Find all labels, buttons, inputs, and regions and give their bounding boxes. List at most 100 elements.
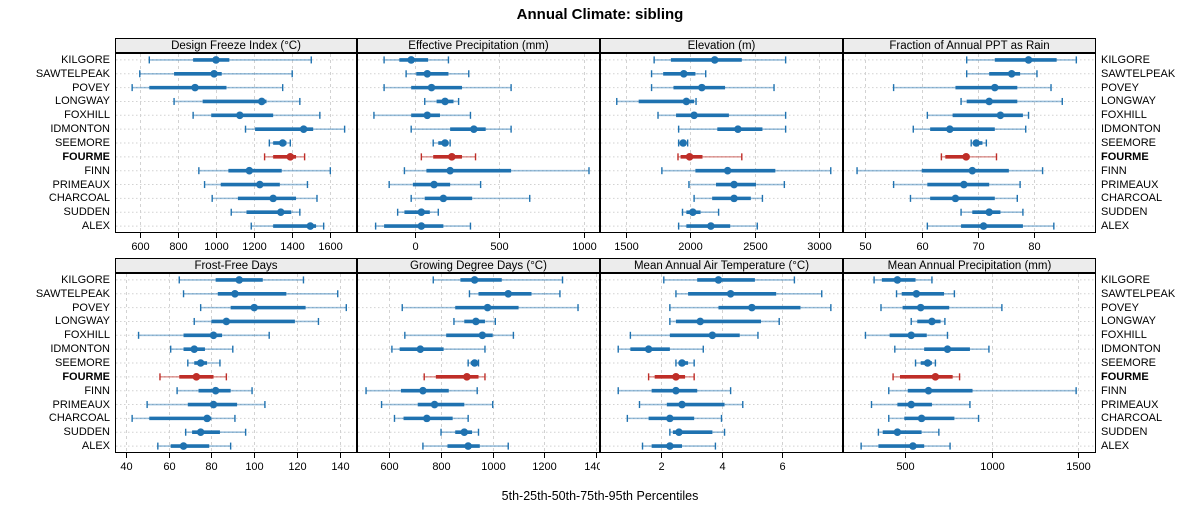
x-tick-label: 60 (163, 461, 175, 473)
series-sudden (230, 208, 301, 217)
x-tick-label: 140 (331, 461, 349, 473)
series-povey (401, 303, 579, 312)
series-charcoal (211, 194, 318, 203)
site-label-povey: POVEY (72, 81, 110, 94)
series-povey (880, 303, 1003, 312)
series-sawtelpeak (895, 289, 956, 298)
series-charcoal (626, 414, 723, 423)
series-sawtelpeak (650, 69, 707, 78)
site-label-seemore: SEEMORE (54, 357, 110, 369)
site-label-povey: POVEY (1101, 81, 1139, 94)
x-tick-label: 600 (380, 461, 398, 473)
series-kilgore (178, 276, 305, 284)
x-axis-title: 5th-25th-50th-75th-95th Percentiles (501, 489, 699, 503)
site-label-longway: LONGWAY (1101, 315, 1157, 328)
series-idmonton (244, 125, 346, 133)
site-label-idmonton: IDMONTON (50, 343, 110, 356)
x-tick-label: 1200 (532, 461, 556, 473)
series-finn (888, 386, 1077, 395)
series-fourme (423, 373, 486, 381)
series-idmonton (391, 345, 486, 353)
site-label-charcoal: CHARCOAL (48, 412, 110, 425)
site-label-sawtelpeak: SAWTELPEAK (1101, 287, 1176, 300)
series-fourme (420, 153, 477, 161)
site-label-sudden: SUDDEN (1101, 426, 1148, 439)
site-label-povey: POVEY (1101, 301, 1139, 314)
x-tick-label: 1500 (614, 241, 638, 253)
series-alex (926, 222, 1055, 230)
site-label-fourme: FOURME (1101, 370, 1149, 383)
x-tick-label: 500 (896, 461, 914, 473)
series-longway (193, 317, 320, 326)
panel-effective-precipitation-mm: 0 500 1000 (357, 53, 600, 253)
site-label-sudden: SUDDEN (63, 426, 110, 439)
site-label-finn: FINN (1101, 164, 1127, 177)
site-labels-right-row1: KILGORE SAWTELPEAK POVEY LONGWAY FOXHILL IDMO… (1101, 53, 1200, 233)
series-povey (131, 83, 284, 92)
series-primeaux (203, 180, 309, 189)
panel-title: Fraction of Annual PPT as Rain (889, 40, 1050, 52)
site-label-sawtelpeak: SAWTELPEAK (35, 67, 110, 80)
panel-mean-annual-air-temperature-c: 2 4 6 (600, 273, 843, 473)
series-kilgore (432, 276, 564, 284)
panel-title: Effective Precipitation (mm) (408, 40, 549, 52)
series-sudden (681, 208, 720, 217)
series-longway (453, 317, 497, 326)
site-label-kilgore: KILGORE (1101, 273, 1150, 286)
site-label-foxhill: FOXHILL (64, 329, 110, 342)
chart-title: Annual Climate: sibling (516, 6, 684, 23)
x-tick-label: 1600 (318, 241, 342, 253)
series-charcoal (909, 194, 1018, 203)
panel-title: Elevation (m) (687, 40, 756, 52)
panel-strip-frost-free-days: Frost-Free Days (115, 258, 357, 273)
series-seemore (467, 359, 480, 367)
panel-elevation-m: 1500 2000 2500 3000 (600, 53, 843, 253)
series-primeaux (146, 400, 266, 409)
series-fourme (159, 373, 228, 381)
series-povey (892, 83, 1052, 92)
x-tick-label: 1000 (572, 241, 596, 253)
series-charcoal (131, 414, 236, 423)
panel-title: Mean Annual Precipitation (mm) (887, 260, 1052, 272)
x-tick-label: 800 (432, 461, 450, 473)
site-label-finn: FINN (84, 164, 110, 177)
series-kilgore (148, 56, 312, 64)
site-label-povey: POVEY (72, 301, 110, 314)
panel-fraction-of-annual-ppt-as-rain: 50 60 70 80 (843, 53, 1096, 253)
site-label-longway: LONGWAY (1101, 95, 1157, 108)
site-labels-right-row2: KILGORE SAWTELPEAK POVEY LONGWAY FOXHILL IDMO… (1101, 273, 1200, 453)
site-label-seemore: SEEMORE (54, 137, 110, 149)
x-tick-label: 1200 (242, 241, 266, 253)
series-primeaux (870, 400, 971, 409)
series-finn (661, 166, 832, 175)
series-alex (250, 222, 325, 230)
site-label-kilgore: KILGORE (61, 53, 110, 66)
series-fourme (940, 153, 998, 161)
series-finn (617, 386, 732, 395)
series-finn (403, 166, 590, 175)
site-label-primeaux: PRIMEAUX (1101, 178, 1159, 191)
series-foxhill (629, 331, 759, 340)
series-idmonton (617, 345, 704, 353)
series-foxhill (404, 331, 515, 340)
x-tick-label: 1000 (481, 461, 505, 473)
panel-design-freeze-index-c: 600 800 1000 1200 1400 1600 (115, 53, 357, 253)
x-tick-label: 800 (169, 241, 187, 253)
site-label-fourme: FOURME (62, 370, 110, 383)
series-fourme (892, 373, 961, 381)
x-tick-label: 60 (916, 241, 928, 253)
series-seemore (677, 139, 689, 147)
series-seemore (432, 139, 451, 147)
site-label-alex: ALEX (81, 440, 110, 453)
site-label-foxhill: FOXHILL (1101, 109, 1147, 122)
panel-strip-mean-annual-air-temperature-c: Mean Annual Air Temperature (°C) (600, 258, 843, 273)
site-label-seemore: SEEMORE (1101, 137, 1157, 149)
site-label-alex: ALEX (1101, 440, 1130, 453)
x-tick-label: 100 (245, 461, 263, 473)
panel-title: Growing Degree Days (°C) (410, 260, 547, 272)
site-label-charcoal: CHARCOAL (48, 192, 110, 205)
series-idmonton (410, 125, 512, 133)
series-foxhill (137, 331, 270, 340)
series-fourme (677, 153, 743, 161)
series-kilgore (663, 276, 796, 284)
